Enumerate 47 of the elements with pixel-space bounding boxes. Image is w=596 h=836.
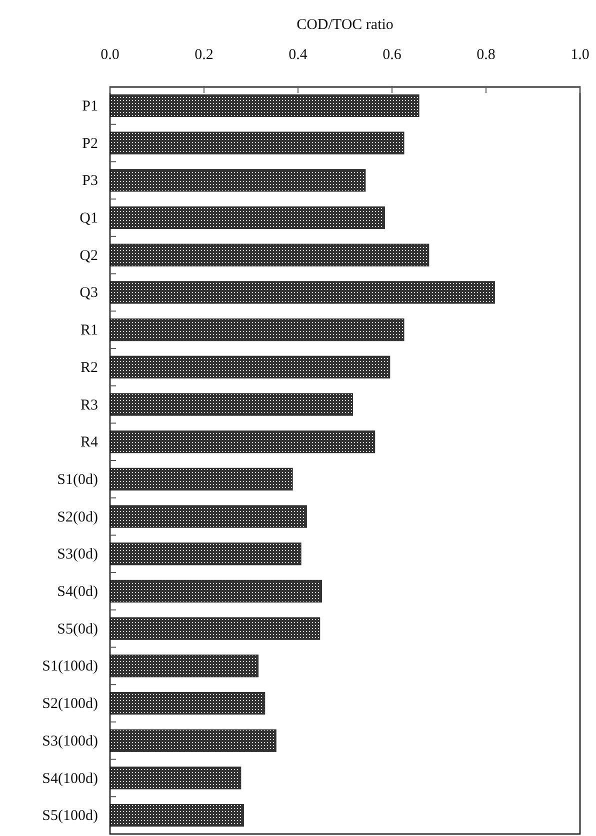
x-tick-label: 0.6: [382, 47, 402, 63]
y-tick-label: P2: [82, 136, 98, 152]
bar: [110, 356, 390, 378]
y-tick-label: R2: [80, 360, 98, 376]
bar: [110, 244, 430, 266]
bar: [110, 430, 376, 454]
y-tick-label: S3(0d): [57, 546, 98, 563]
y-tick-label: S1(0d): [57, 472, 98, 488]
bar: [110, 654, 259, 678]
y-tick-label: P3: [82, 173, 98, 190]
y-tick-label: R4: [80, 434, 98, 451]
y-tick-label: S3(100d): [42, 733, 98, 750]
x-tick-label: 1.0: [570, 47, 590, 63]
bar: [110, 468, 293, 491]
y-tick-label: S4(0d): [57, 584, 98, 600]
bar: [110, 505, 307, 528]
bar: [110, 206, 385, 230]
y-tick-label: Q2: [80, 248, 98, 264]
y-tick-label: S5(0d): [57, 621, 98, 638]
bar: [110, 729, 276, 752]
bar: [110, 281, 495, 304]
bar: [110, 766, 242, 790]
bar: [110, 542, 302, 566]
bar: [110, 804, 244, 827]
y-tick-label: S2(100d): [42, 696, 98, 712]
x-tick-label: 0.2: [194, 47, 214, 63]
bar: [110, 169, 366, 192]
y-tick-label: S4(100d): [42, 770, 98, 787]
bar: [110, 132, 404, 154]
x-axis-title: COD/TOC ratio: [296, 17, 394, 33]
bar: [110, 94, 420, 118]
y-tick-label: S1(100d): [42, 658, 98, 675]
y-tick-label: R1: [80, 322, 98, 339]
y-tick-label: S5(100d): [42, 808, 98, 824]
y-tick-label: R3: [80, 397, 98, 414]
y-tick-label: Q3: [80, 285, 98, 302]
bar: [110, 318, 404, 342]
bar: [110, 393, 354, 416]
bar: [110, 580, 322, 603]
x-tick-label: 0.8: [476, 47, 496, 63]
x-tick-label: 0.0: [100, 47, 120, 63]
bar: [110, 692, 266, 715]
bar: [110, 617, 320, 640]
x-tick-label: 0.4: [288, 47, 308, 63]
y-tick-label: P1: [82, 98, 98, 114]
y-tick-label: S2(0d): [57, 509, 98, 526]
y-tick-label: Q1: [80, 210, 98, 227]
